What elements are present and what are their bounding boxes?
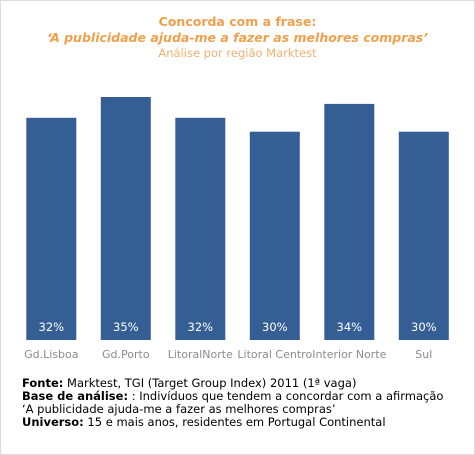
footer-base: Base de análise: : Indivíduos que tendem… xyxy=(22,390,452,416)
bar-chart: 32% Gd.Lisboa 35% Gd.Porto 32% LitoralNorte 30… xyxy=(24,97,449,361)
bar-gd-porto xyxy=(100,97,151,340)
chart-subtitle-2: Análise por região Marktest xyxy=(158,46,317,60)
data-label: 30% xyxy=(262,320,288,334)
chart-footer: Fonte: Marktest, TGI (Target Group Index… xyxy=(22,377,452,429)
chart-subtitle: ‘A publicidade ajuda-me a fazer as melho… xyxy=(47,30,428,45)
footer-universo: Universo: 15 e mais anos, residentes em … xyxy=(22,416,452,429)
bar-gd-lisboa xyxy=(26,117,77,340)
universo-label: Universo: xyxy=(22,415,84,429)
data-label: 34% xyxy=(337,320,363,334)
category-label: Gd.Porto xyxy=(102,348,150,361)
category-label: LitoralNorte xyxy=(168,348,233,361)
bar-interior-norte xyxy=(324,103,375,341)
base-text: : Indivíduos que tendem a concordar com … xyxy=(22,389,444,416)
bar-sul xyxy=(398,131,449,340)
chart-title: Concorda com a frase: xyxy=(158,14,317,29)
fonte-text: Marktest, TGI (Target Group Index) 2011 … xyxy=(63,376,357,390)
category-label: Litoral Centro xyxy=(237,348,312,361)
footer-fonte: Fonte: Marktest, TGI (Target Group Index… xyxy=(22,377,452,390)
data-label: 35% xyxy=(113,320,139,334)
bar-litoral-centro xyxy=(249,131,300,340)
category-label: Gd.Lisboa xyxy=(24,348,78,361)
category-label: Sul xyxy=(415,348,432,361)
data-label: 32% xyxy=(188,320,214,334)
category-label: Interior Norte xyxy=(312,348,386,361)
chart-titles: Concorda com a frase: ‘A publicidade aju… xyxy=(0,14,475,61)
fonte-label: Fonte: xyxy=(22,376,64,390)
bar-litoralnorte xyxy=(175,117,226,340)
universo-text: 15 e mais anos, residentes em Portugal C… xyxy=(83,415,386,429)
data-label: 32% xyxy=(39,320,65,334)
base-label: Base de análise: xyxy=(22,389,129,403)
data-label: 30% xyxy=(411,320,437,334)
